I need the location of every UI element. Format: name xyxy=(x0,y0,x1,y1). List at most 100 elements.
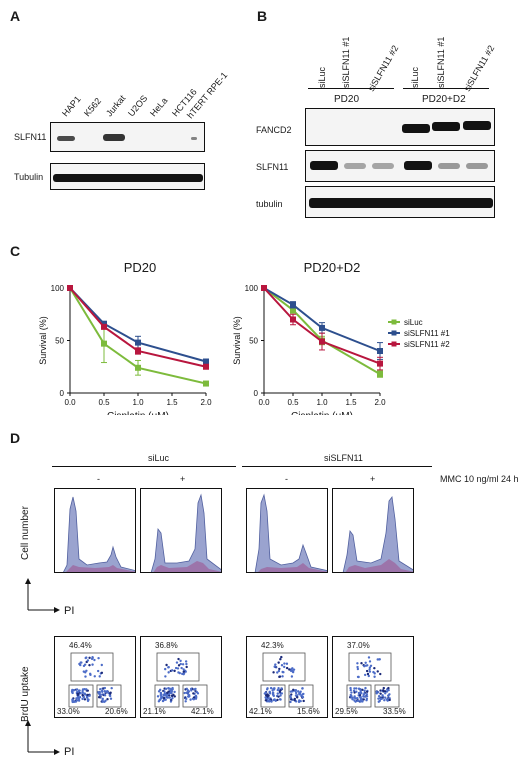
group-line xyxy=(403,88,489,89)
survival-charts: 0 50 100 0.0 0.5 1.0 1.5 2.0 Cisplatin (μM) Survi… xyxy=(38,284,450,415)
series-line xyxy=(69,287,207,385)
x-tick-label: 0.5 xyxy=(98,398,110,407)
group-line xyxy=(52,466,236,467)
axis-arrows-bottom xyxy=(25,720,60,755)
data-point xyxy=(101,320,107,327)
cell-cycle-histogram xyxy=(246,488,328,573)
western-blot-tubulin-b xyxy=(305,186,495,218)
data-point xyxy=(290,301,296,308)
lane-label: siSLFN11 #1 xyxy=(436,36,446,88)
survival-chart-pd20: 0 50 100 0.0 0.5 1.0 1.5 2.0 Cisplatin (μM) Survi… xyxy=(38,284,212,415)
lane-label: K562 xyxy=(82,95,104,119)
group-label-pd20-d2: PD20+D2 xyxy=(422,94,466,105)
brdu-scatter-plot: 46.4% 33.0% 20.6% xyxy=(54,636,136,718)
x-tick-label: 0.0 xyxy=(64,398,76,407)
western-blot-tubulin-a xyxy=(50,163,205,190)
blot-row-label: SLFN11 xyxy=(14,132,47,142)
lane-label: HeLa xyxy=(148,95,170,119)
data-point xyxy=(377,360,383,367)
data-point xyxy=(261,285,267,291)
scatter-dots xyxy=(260,652,314,708)
chart-title: PD20+D2 xyxy=(303,260,361,275)
group-label-sislfn11: siSLFN11 xyxy=(324,453,363,463)
y-tick-label: 100 xyxy=(51,284,65,293)
data-point xyxy=(290,316,296,323)
x-axis-label: Cisplatin (μM) xyxy=(291,411,353,415)
series-line xyxy=(69,287,207,363)
lane-label: Jurkat xyxy=(104,93,128,119)
condition-label: + xyxy=(370,474,376,484)
condition-label: - xyxy=(97,474,100,484)
lane-label: siLuc xyxy=(317,66,327,88)
data-point xyxy=(319,338,325,345)
panel-label-a: A xyxy=(10,8,21,24)
y-tick-label: 0 xyxy=(254,389,259,398)
panel-label-d: D xyxy=(10,430,21,446)
legend-marker xyxy=(391,341,397,347)
chart-legend: siLuc siSLFN11 #1 siSLFN11 #2 xyxy=(388,318,450,349)
scatter-dots xyxy=(68,652,122,708)
x-tick-label: 1.0 xyxy=(132,398,144,407)
legend-marker xyxy=(391,319,397,325)
data-point xyxy=(290,307,296,314)
legend-label: siLuc xyxy=(404,318,423,327)
data-point xyxy=(135,364,141,371)
x-tick-label: 1.5 xyxy=(166,398,178,407)
cell-cycle-histogram xyxy=(54,488,136,573)
x-tick-label: 1.5 xyxy=(345,398,357,407)
x-tick-label: 0.5 xyxy=(287,398,299,407)
group-label-siluc: siLuc xyxy=(148,453,170,463)
panel-label-b: B xyxy=(257,8,268,24)
series-line xyxy=(263,287,381,365)
data-point xyxy=(101,323,107,330)
brdu-scatter-plot: 37.0% 29.5% 33.5% xyxy=(332,636,414,718)
western-blot-fancd2 xyxy=(305,108,495,146)
x-axis-label: Cisplatin (μM) xyxy=(107,411,169,415)
panel-label-c: C xyxy=(10,243,21,259)
brdu-scatter-plot: 36.8% 21.1% 42.1% xyxy=(140,636,222,718)
blot-row-label: FANCD2 xyxy=(256,125,292,135)
axis-arrows-top xyxy=(25,578,60,613)
gate-percentage: 42.3% xyxy=(261,641,284,650)
gate-percentage: 21.1% xyxy=(143,707,166,716)
y-axis-label: Survival (%) xyxy=(232,316,242,365)
lane-label: U2OS xyxy=(126,93,150,119)
data-point xyxy=(135,339,141,346)
gate-percentage: 20.6% xyxy=(105,707,128,716)
gate-percentage: 36.8% xyxy=(155,641,178,650)
legend-label: siSLFN11 #2 xyxy=(404,340,450,349)
series-line xyxy=(69,287,207,368)
y-tick-label: 0 xyxy=(60,389,65,398)
axis-label-pi: PI xyxy=(64,605,75,617)
legend-label: siSLFN11 #1 xyxy=(404,329,450,338)
chart-title: PD20 xyxy=(123,260,157,275)
gate-percentage: 33.0% xyxy=(57,707,80,716)
axis-label-cell-number: Cell number xyxy=(20,506,31,560)
series-line xyxy=(263,287,381,352)
brdu-scatter-plot: 42.3% 42.1% 15.6% xyxy=(246,636,328,718)
lane-label: siLuc xyxy=(410,66,420,88)
condition-label: - xyxy=(285,474,288,484)
data-point xyxy=(203,358,209,365)
condition-label: + xyxy=(180,474,186,484)
cell-cycle-histogram xyxy=(140,488,222,573)
blot-row-label: tubulin xyxy=(256,199,283,209)
x-tick-label: 1.0 xyxy=(316,398,328,407)
scatter-dots xyxy=(346,652,400,708)
data-point xyxy=(377,371,383,378)
data-point xyxy=(67,285,73,291)
gate-percentage: 46.4% xyxy=(69,641,92,650)
data-point xyxy=(101,340,107,347)
y-tick-label: 50 xyxy=(55,337,64,346)
lane-label: siSLFN11 #2 xyxy=(366,43,401,93)
data-point xyxy=(135,348,141,354)
gate-percentage: 29.5% xyxy=(335,707,358,716)
survival-chart-pd20-d2: 0 50 100 0.0 0.5 1.0 1.5 2.0 Cisplatin (μM) Survi… xyxy=(232,284,386,415)
y-axis-label: Survival (%) xyxy=(38,316,48,365)
data-point xyxy=(377,348,383,354)
blot-row-label: SLFN11 xyxy=(256,162,289,172)
group-line xyxy=(242,466,432,467)
x-tick-label: 0.0 xyxy=(258,398,270,407)
cell-cycle-histogram xyxy=(332,488,414,573)
lane-label: siSLFN11 #1 xyxy=(341,36,351,88)
